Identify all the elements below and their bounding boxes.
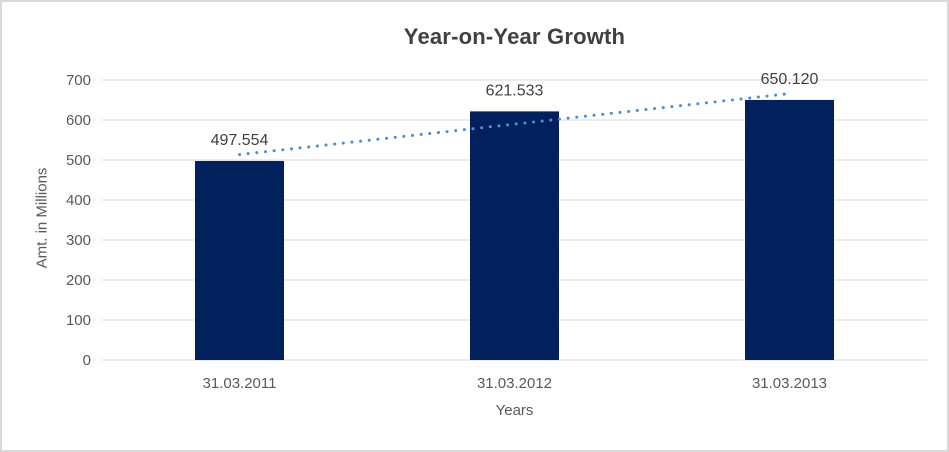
bar [195, 160, 284, 360]
x-category-label: 31.03.2012 [477, 375, 552, 392]
y-tick-label: 600 [66, 112, 91, 129]
y-tick-label: 300 [66, 232, 91, 249]
bar [745, 99, 834, 361]
bar-data-label: 621.533 [486, 82, 544, 99]
bar-data-label: 497.554 [211, 132, 269, 149]
x-category-label: 31.03.2011 [203, 375, 277, 392]
trendline [238, 92, 791, 157]
y-tick-label: 500 [66, 152, 91, 169]
x-axis-title: Years [495, 402, 534, 419]
y-tick-label: 100 [66, 312, 91, 329]
chart-title: Year-on-Year Growth [403, 24, 626, 49]
y-tick-label: 200 [66, 272, 91, 289]
y-tick-label: 700 [66, 72, 91, 89]
y-tick-label: 400 [66, 192, 91, 209]
x-category-label: 31.03.2013 [752, 375, 827, 392]
bar-data-label: 650.120 [761, 71, 819, 88]
bar [470, 111, 559, 360]
y-tick-label: 0 [83, 352, 91, 369]
